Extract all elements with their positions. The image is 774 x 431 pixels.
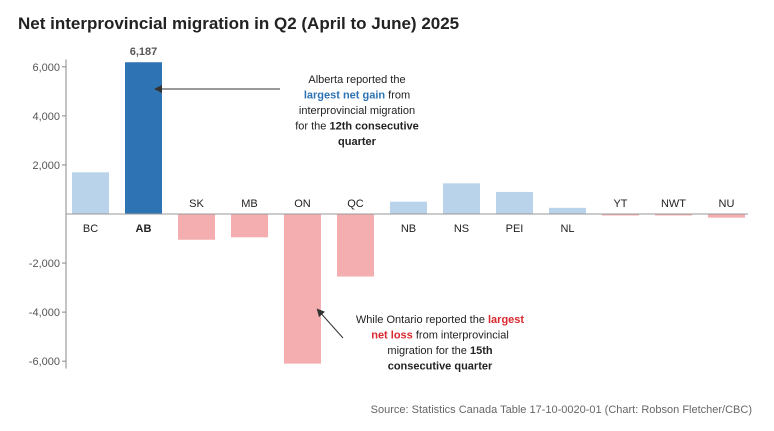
annotation-ab-line: interprovincial migration (299, 105, 415, 117)
category-label-ab: AB (136, 223, 152, 235)
y-tick-label: 4,000 (32, 111, 60, 123)
category-label-mb: MB (241, 198, 258, 210)
y-tick-label: 6,000 (32, 62, 60, 74)
category-label-ns: NS (454, 223, 469, 235)
source-note: Source: Statistics Canada Table 17-10-00… (370, 404, 752, 416)
annotation-on-line: migration for the 15th (387, 345, 492, 357)
category-label-pei: PEI (506, 223, 524, 235)
annotation-segment: interprovincial migration (299, 105, 415, 117)
y-tick-label: -4,000 (29, 307, 60, 319)
category-label-qc: QC (347, 198, 364, 210)
annotation-segment: for the (295, 121, 329, 133)
data-label-ab: 6,187 (130, 46, 158, 58)
bar-pei (496, 191, 533, 214)
annotation-ab-line: quarter (338, 136, 377, 148)
annotation-on-line: net loss from interprovincial (371, 330, 509, 342)
bar-nwt (655, 214, 692, 216)
annotation-segment: 12th consecutive (329, 121, 418, 133)
annotation-segment: Alberta reported the (308, 74, 405, 86)
annotation-segment: quarter (338, 136, 377, 148)
annotation-arrow-on (316, 308, 344, 339)
annotation-on-line: consecutive quarter (388, 361, 493, 373)
bar-mb (231, 214, 268, 238)
bar-sk (178, 214, 215, 240)
annotation-segment: 15th (470, 345, 493, 357)
y-tick-label: -6,000 (29, 356, 60, 368)
category-label-nu: NU (719, 198, 735, 210)
bar-ab (125, 62, 162, 214)
bar-on (284, 214, 321, 364)
annotation-ab-line: Alberta reported the (308, 74, 405, 86)
annotation-segment: from interprovincial (413, 330, 509, 342)
annotation-segment: While Ontario reported the (356, 314, 488, 326)
category-label-nl: NL (560, 223, 574, 235)
annotations: Alberta reported the largest net gain fro… (154, 74, 524, 373)
annotation-segment: largest (488, 314, 524, 326)
y-tick-label: -2,000 (29, 258, 60, 270)
annotation-on-line: While Ontario reported the largest (356, 314, 524, 326)
bar-nu (708, 214, 745, 218)
bar-bc (72, 172, 109, 214)
category-label-bc: BC (83, 223, 98, 235)
annotation-segment: consecutive quarter (388, 361, 493, 373)
bar-qc (337, 214, 374, 277)
bar-nl (549, 207, 586, 214)
bar-ns (443, 183, 480, 214)
chart-title: Net interprovincial migration in Q2 (Apr… (18, 14, 460, 33)
y-tick-label: 2,000 (32, 160, 60, 172)
annotation-ab-line: for the 12th consecutive (295, 121, 419, 133)
annotation-segment: migration for the (387, 345, 470, 357)
category-label-nwt: NWT (661, 198, 686, 210)
bar-nb (390, 201, 427, 214)
annotation-segment: largest net gain (304, 90, 386, 102)
category-label-nb: NB (401, 223, 416, 235)
category-label-sk: SK (189, 198, 204, 210)
annotation-segment: from (385, 90, 410, 102)
category-label-on: ON (294, 198, 311, 210)
annotation-ab-line: largest net gain from (304, 90, 410, 102)
annotation-segment: net loss (371, 330, 413, 342)
category-label-yt: YT (613, 198, 627, 210)
bar-yt (602, 214, 639, 216)
y-axis: 6,000 4,000 2,000 -2,000 -4,000 -6,000 (29, 59, 67, 369)
category-labels: BC AB SK MB ON QC NB NS PEI NL YT NWT NU (83, 198, 735, 235)
